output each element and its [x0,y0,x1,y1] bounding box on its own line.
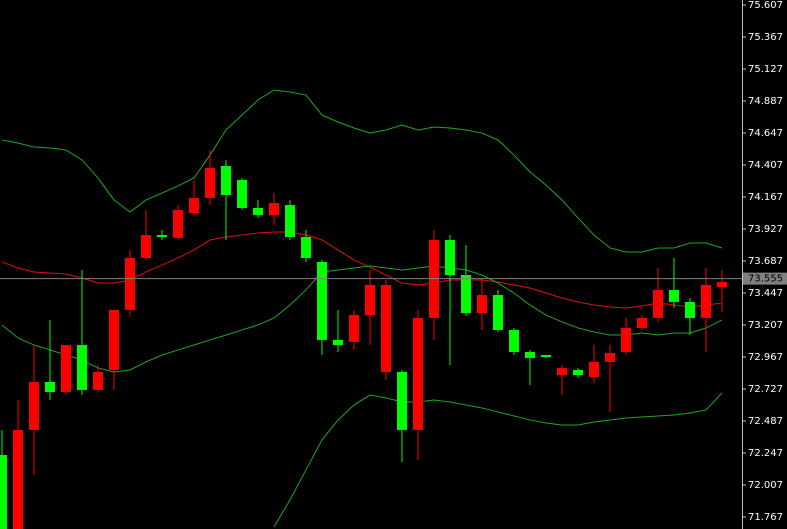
candle-body [189,197,199,214]
band-line [1,89,723,253]
candle-body [29,381,39,430]
candle-body [621,327,631,352]
candle-body [333,339,343,346]
candle-body [125,257,135,310]
candle-body [541,355,551,358]
candle-body [397,371,407,430]
candle-body [13,429,23,529]
current-price-box [743,272,787,285]
candle-body [669,289,679,302]
candle-body [109,309,119,370]
candle-body [589,361,599,378]
candle-body [477,295,487,314]
y-tick-label: 74.167 [748,192,783,203]
y-tick-label: 74.647 [748,128,783,139]
candle-body [141,235,151,258]
candle-body [349,315,359,342]
y-tick-label: 73.447 [748,288,783,299]
candle-body [509,329,519,352]
current-price-label: 73.555 [748,274,783,285]
y-tick-label: 73.927 [748,224,783,235]
y-tick-label: 73.207 [748,320,783,331]
candle-body [93,371,103,390]
candle-body [253,207,263,216]
y-tick-label: 72.727 [748,384,783,395]
y-tick-label: 72.967 [748,352,783,363]
candle-body [717,281,727,288]
candle-body [637,317,647,328]
candle-body [237,179,247,208]
candle-body [573,369,583,376]
candle-body [493,295,503,330]
candle-body [445,239,455,276]
candle-body [157,235,167,238]
candle-body [461,275,471,314]
y-tick-label: 75.607 [748,0,783,11]
candle-body [301,237,311,258]
y-tick-label: 75.367 [748,32,783,43]
candle-body [413,317,423,430]
y-tick-label: 73.687 [748,256,783,267]
candle-body [381,285,391,372]
y-tick-label: 71.767 [748,512,783,523]
candle-body [269,203,279,216]
band-line [1,231,723,309]
y-tick-label: 75.127 [748,64,783,75]
y-tick-label: 72.007 [748,480,783,491]
candle-body [77,345,87,390]
y-tick-label: 72.247 [748,448,783,459]
candle-body [285,205,295,238]
candle-body [365,285,375,316]
candle-body [653,289,663,318]
candle-body [173,209,183,238]
y-tick-label: 74.407 [748,160,783,171]
candle-body [205,167,215,198]
candle-body [45,381,55,392]
candle-body [605,353,615,362]
y-tick-label: 74.887 [748,96,783,107]
y-tick-label: 72.487 [748,416,783,427]
candle-body [221,165,231,196]
candle-body [0,455,7,529]
candle-body [525,351,535,358]
candle-body [701,285,711,318]
band-line [273,392,723,528]
candle-body [61,345,71,392]
candle-body [317,261,327,340]
candle-body [685,301,695,318]
band-line [1,265,723,373]
candle-body [557,367,567,376]
